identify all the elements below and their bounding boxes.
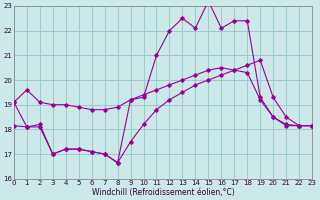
X-axis label: Windchill (Refroidissement éolien,°C): Windchill (Refroidissement éolien,°C) xyxy=(92,188,234,197)
